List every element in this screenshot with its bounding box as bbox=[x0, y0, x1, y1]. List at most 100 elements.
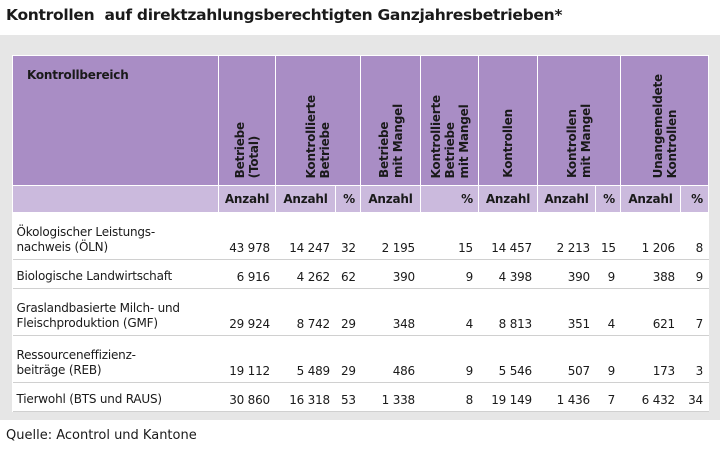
header-cell: Kontrollbereich bbox=[12, 55, 219, 186]
table-cell: 34 bbox=[680, 382, 709, 412]
table-row: Ressourceneffizienz-beiträge (REB) 19 112… bbox=[12, 335, 709, 383]
table-cell: 6 916 bbox=[218, 259, 276, 289]
text-line: Kontrollen bbox=[565, 109, 579, 178]
subheader-cell: Anzahl bbox=[478, 185, 538, 213]
subheader-cell: Anzahl bbox=[620, 185, 681, 213]
text-line: mit Mangel bbox=[579, 104, 593, 178]
table-cell: 29 bbox=[335, 288, 361, 336]
table-cell: 8 bbox=[680, 212, 709, 260]
subheader-row: Anzahl Anzahl% Anzahl% Anzahl Anzahl% Anzahl% bbox=[12, 185, 709, 213]
table-cell: 15 bbox=[595, 212, 621, 260]
table-cell: 15 bbox=[420, 212, 479, 260]
title: Kontrollen auf direktzahlungsberechtigte… bbox=[6, 6, 563, 24]
table-cell: 4 262 bbox=[275, 259, 336, 289]
subheader-cell: Anzahl bbox=[360, 185, 421, 213]
row-label: Tierwohl (BTS und RAUS) bbox=[12, 382, 219, 412]
table-cell: 8 742 bbox=[275, 288, 336, 336]
subheader-cell: Anzahl bbox=[218, 185, 276, 213]
table-cell: 29 924 bbox=[218, 288, 276, 336]
table-cell: 388 bbox=[620, 259, 681, 289]
text-line: Unangemeldete bbox=[650, 73, 665, 178]
subheader-cell bbox=[12, 185, 219, 213]
table-cell: 9 bbox=[420, 335, 479, 383]
table-row: Ökologischer Leistungs-nachweis (ÖLN) 43 … bbox=[12, 212, 709, 260]
row-label: Graslandbasierte Milch- und Fleischproduk… bbox=[12, 288, 219, 336]
cell-text: Kontrollierte Betriebe bbox=[304, 95, 332, 178]
header-cell: Unangemeldete Kontrollen bbox=[620, 55, 709, 186]
text-line: Ressourceneffizienz- bbox=[16, 348, 137, 362]
table-cell: 173 bbox=[620, 335, 681, 383]
text-line: Biologische Landwirtschaft bbox=[16, 269, 173, 283]
cell-text: Ressourceneffizienz-beiträge (REB) bbox=[17, 348, 214, 378]
table-cell: 8 813 bbox=[478, 288, 538, 336]
header-cell: Kontrollierte Betriebe mit Mangel bbox=[420, 55, 479, 186]
table-cell: 9 bbox=[680, 259, 709, 289]
cell-text: Betriebe (Total) bbox=[233, 122, 261, 178]
table-cell: 19 112 bbox=[218, 335, 276, 383]
text-line: Betriebe bbox=[442, 121, 457, 178]
table-cell: 3 bbox=[680, 335, 709, 383]
text-line: Kontrollierte bbox=[428, 94, 443, 178]
text-line: mit Mangel bbox=[390, 104, 405, 178]
cell-text: Kontrollen mit Mangel bbox=[565, 104, 593, 178]
subheader-cell: % bbox=[335, 185, 361, 213]
table-cell: 53 bbox=[335, 382, 361, 412]
text-line: Tierwohl (BTS und RAUS) bbox=[16, 392, 163, 406]
table-cell: 4 bbox=[420, 288, 479, 336]
table-cell: 32 bbox=[335, 212, 361, 260]
header-row: Kontrollbereich Betriebe (Total) Kontrollie… bbox=[12, 55, 709, 186]
subheader-cell: % bbox=[595, 185, 621, 213]
table-cell: 486 bbox=[360, 335, 421, 383]
cell-text: Kontrollierte Betriebe mit Mangel bbox=[429, 95, 471, 178]
table-cell: 29 bbox=[335, 335, 361, 383]
header-cell: Kontrollen bbox=[478, 55, 538, 186]
text-line: Kontrollierte bbox=[304, 94, 318, 178]
table-row: Biologische Landwirtschaft 6 916 4 262 62 39… bbox=[12, 259, 709, 289]
cell-text: Ökologischer Leistungs-nachweis (ÖLN) bbox=[17, 225, 214, 255]
table-cell: 9 bbox=[420, 259, 479, 289]
cell-text: Tierwohl (BTS und RAUS) bbox=[17, 392, 214, 407]
cell-text: Graslandbasierte Milch- und Fleischproduk… bbox=[17, 301, 214, 331]
row-label: Ökologischer Leistungs-nachweis (ÖLN) bbox=[12, 212, 219, 260]
text-line: Fleischproduktion (GMF) bbox=[16, 316, 159, 330]
header-cell: Betriebe mit Mangel bbox=[360, 55, 421, 186]
cell-text: Kontrollen bbox=[501, 109, 515, 178]
data-table: Kontrollbereich Betriebe (Total) Kontrollie… bbox=[12, 55, 709, 412]
text-line: Betriebe bbox=[318, 121, 332, 178]
text-line: Kontrollen bbox=[501, 109, 515, 178]
table-cell: 351 bbox=[537, 288, 596, 336]
table-cell: 2 213 bbox=[537, 212, 596, 260]
table-cell: 9 bbox=[595, 259, 621, 289]
table-cell: 390 bbox=[360, 259, 421, 289]
table-cell: 19 149 bbox=[478, 382, 538, 412]
table-cell: 6 432 bbox=[620, 382, 681, 412]
table-cell: 30 860 bbox=[218, 382, 276, 412]
table-cell: 1 338 bbox=[360, 382, 421, 412]
row-label: Biologische Landwirtschaft bbox=[12, 259, 219, 289]
text-line: Ökologischer Leistungs- bbox=[16, 225, 156, 239]
text-line: Graslandbasierte Milch- und bbox=[16, 301, 181, 315]
source: Quelle: Acontrol und Kantone bbox=[6, 428, 197, 443]
table-row: Graslandbasierte Milch- und Fleischproduk… bbox=[12, 288, 709, 336]
table-cell: 43 978 bbox=[218, 212, 276, 260]
table-cell: 14 247 bbox=[275, 212, 336, 260]
text-line: Betriebe bbox=[233, 121, 247, 178]
text-line: nachweis (ÖLN) bbox=[16, 240, 109, 254]
table-cell: 9 bbox=[595, 335, 621, 383]
text-line: beiträge (REB) bbox=[16, 363, 102, 377]
table-cell: 14 457 bbox=[478, 212, 538, 260]
cell-text: Biologische Landwirtschaft bbox=[17, 269, 214, 284]
table-cell: 621 bbox=[620, 288, 681, 336]
subheader-cell: % bbox=[680, 185, 709, 213]
header-cell: Kontrollen mit Mangel bbox=[537, 55, 621, 186]
table-cell: 1 436 bbox=[537, 382, 596, 412]
header-cell: Kontrollierte Betriebe bbox=[275, 55, 361, 186]
table-cell: 7 bbox=[680, 288, 709, 336]
table-cell: 507 bbox=[537, 335, 596, 383]
text-line: Kontrollen bbox=[664, 109, 679, 178]
subheader-cell: % bbox=[420, 185, 479, 213]
table-cell: 348 bbox=[360, 288, 421, 336]
table-cell: 2 195 bbox=[360, 212, 421, 260]
text-line: Betriebe bbox=[376, 121, 391, 178]
subheader-cell: Anzahl bbox=[537, 185, 596, 213]
